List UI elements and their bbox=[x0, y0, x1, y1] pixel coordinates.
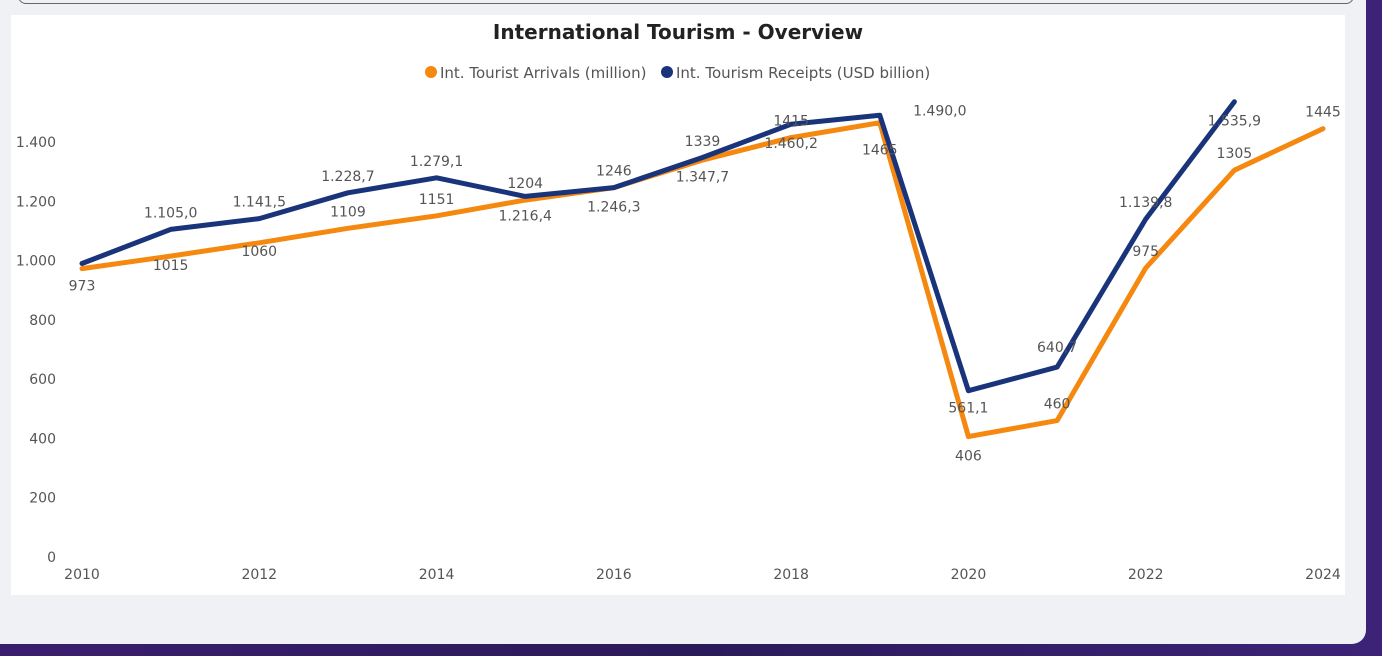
y-tick-label: 1.400 bbox=[16, 135, 56, 151]
data-label: 1.490,0 bbox=[913, 103, 966, 119]
data-label: 561,1 bbox=[948, 401, 988, 417]
data-label: 1465 bbox=[862, 143, 898, 159]
data-label: 1246 bbox=[596, 164, 632, 180]
legend-label-1[interactable]: Int. Tourism Receipts (USD billion) bbox=[676, 64, 930, 82]
y-axis: 0 200 400 600 800 1.000 1.200 1.400 bbox=[16, 135, 56, 566]
series-lines bbox=[79, 99, 1326, 440]
data-label: 1.228,7 bbox=[321, 169, 374, 185]
data-label: 1.216,4 bbox=[498, 208, 552, 224]
data-labels: 973 1015 1060 1109 1151 1204 1246 1339 1415 1465 4… bbox=[69, 103, 1341, 464]
x-tick-label: 2020 bbox=[951, 567, 987, 583]
y-tick-label: 400 bbox=[29, 431, 56, 447]
chart-card[interactable]: International Tourism - Overview Int. To… bbox=[11, 15, 1345, 595]
data-label: 1339 bbox=[685, 134, 721, 150]
report-canvas: International Tourism - Overview Int. To… bbox=[0, 0, 1366, 644]
y-tick-label: 1.200 bbox=[16, 194, 56, 210]
x-tick-label: 2018 bbox=[773, 567, 809, 583]
data-label: 1305 bbox=[1217, 146, 1253, 162]
line-chart: International Tourism - Overview Int. To… bbox=[16, 20, 1341, 583]
data-label: 1.347,7 bbox=[676, 170, 729, 186]
legend-marker-1[interactable] bbox=[661, 66, 673, 78]
x-axis: 2010 2012 2014 2016 2018 2020 2022 2024 bbox=[64, 567, 1341, 583]
x-tick-label: 2010 bbox=[64, 567, 100, 583]
data-label: 640,7 bbox=[1037, 340, 1077, 356]
data-label: 1.246,3 bbox=[587, 200, 640, 216]
data-label: 1.460,2 bbox=[764, 136, 817, 152]
data-label: 1151 bbox=[419, 192, 455, 208]
legend-label-0[interactable]: Int. Tourist Arrivals (million) bbox=[440, 64, 646, 82]
data-label: 1.141,5 bbox=[233, 195, 286, 211]
legend[interactable]: Int. Tourist Arrivals (million) Int. Tour… bbox=[425, 64, 930, 82]
data-label: 406 bbox=[955, 449, 982, 465]
series-line-1 bbox=[79, 99, 1237, 394]
data-label: 1.279,1 bbox=[410, 154, 463, 170]
data-label: 460 bbox=[1044, 397, 1071, 413]
x-tick-label: 2024 bbox=[1305, 567, 1341, 583]
data-label: 1204 bbox=[507, 176, 543, 192]
data-label: 1015 bbox=[153, 258, 189, 274]
data-label: 1060 bbox=[241, 244, 277, 260]
data-label: 1.535,9 bbox=[1208, 114, 1261, 130]
chart-title: International Tourism - Overview bbox=[493, 20, 863, 44]
data-label: 1415 bbox=[773, 114, 809, 130]
data-label: 975 bbox=[1132, 244, 1159, 260]
x-tick-label: 2012 bbox=[241, 567, 277, 583]
data-label: 1445 bbox=[1305, 105, 1341, 121]
data-label: 1109 bbox=[330, 204, 366, 220]
y-tick-label: 800 bbox=[29, 313, 56, 329]
data-label: 1.139,8 bbox=[1119, 195, 1172, 211]
y-tick-label: 0 bbox=[47, 550, 56, 566]
y-tick-label: 200 bbox=[29, 491, 56, 507]
x-tick-label: 2016 bbox=[596, 567, 632, 583]
top-visual-border bbox=[18, 0, 1354, 4]
x-tick-label: 2014 bbox=[419, 567, 455, 583]
y-tick-label: 600 bbox=[29, 372, 56, 388]
data-label: 1.105,0 bbox=[144, 205, 197, 221]
legend-marker-0[interactable] bbox=[425, 66, 437, 78]
x-tick-label: 2022 bbox=[1128, 567, 1164, 583]
y-tick-label: 1.000 bbox=[16, 254, 56, 270]
data-label: 973 bbox=[69, 279, 96, 295]
